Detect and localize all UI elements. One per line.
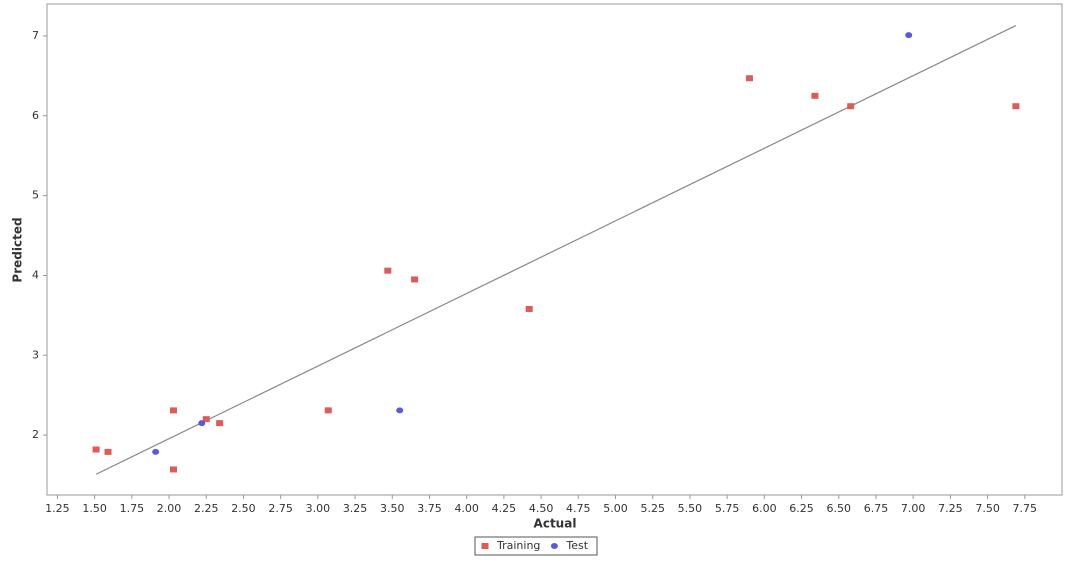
point: [324, 407, 332, 414]
x-tick-label: 2.25: [194, 502, 219, 515]
trend-line: [95, 25, 1017, 475]
x-tick-label: 6.75: [864, 502, 889, 515]
x-tick-label: 1.50: [82, 502, 107, 515]
x-tick-label: 3.50: [380, 502, 405, 515]
point: [152, 448, 160, 455]
point: [525, 305, 533, 312]
point: [170, 407, 178, 414]
point: [202, 416, 210, 423]
x-tick-label: 2.50: [231, 502, 256, 515]
point: [104, 448, 112, 455]
legend-marker: [481, 543, 489, 549]
x-tick-label: 7.00: [901, 502, 926, 515]
point: [905, 32, 913, 39]
x-tick-label: 3.00: [306, 502, 331, 515]
x-tick-label: 4.00: [454, 502, 479, 515]
legend-label: Training: [496, 539, 540, 552]
x-tick-label: 2.75: [268, 502, 293, 515]
point: [92, 446, 100, 453]
point: [811, 92, 819, 99]
point: [216, 420, 224, 427]
y-tick-label: 6: [32, 109, 39, 122]
x-tick-label: 4.25: [492, 502, 517, 515]
y-tick-label: 3: [32, 348, 39, 361]
y-tick-label: 4: [32, 268, 39, 281]
legend-box: [474, 536, 598, 556]
x-tick-label: 7.75: [1013, 502, 1038, 515]
point: [384, 267, 392, 274]
x-tick-label: 6.50: [827, 502, 852, 515]
x-tick-label: 6.25: [789, 502, 814, 515]
point: [170, 466, 178, 473]
point: [396, 407, 404, 414]
x-tick-label: 7.50: [975, 502, 1000, 515]
x-tick-label: 4.50: [529, 502, 554, 515]
x-tick-label: 4.75: [566, 502, 591, 515]
point: [411, 276, 419, 283]
legend-marker: [550, 543, 558, 549]
x-tick-label: 6.00: [752, 502, 777, 515]
legend-label: Test: [565, 539, 588, 552]
x-tick-label: 5.75: [715, 502, 740, 515]
x-tick-label: 2.00: [157, 502, 182, 515]
x-tick-label: 5.50: [678, 502, 703, 515]
x-tick-label: 5.25: [640, 502, 665, 515]
point: [198, 420, 206, 427]
x-tick-label: 7.25: [938, 502, 963, 515]
y-tick-label: 2: [32, 428, 39, 441]
y-tick-label: 5: [32, 189, 39, 202]
x-tick-label: 1.75: [120, 502, 145, 515]
x-axis-label: Actual: [534, 517, 577, 531]
point: [847, 103, 855, 110]
x-tick-label: 5.00: [603, 502, 628, 515]
y-tick-label: 7: [32, 29, 39, 42]
point: [1012, 103, 1020, 110]
x-tick-label: 3.75: [417, 502, 442, 515]
y-axis-label: Predicted: [11, 217, 25, 282]
x-tick-label: 1.25: [45, 502, 70, 515]
point: [745, 75, 753, 82]
x-tick-label: 3.25: [343, 502, 368, 515]
